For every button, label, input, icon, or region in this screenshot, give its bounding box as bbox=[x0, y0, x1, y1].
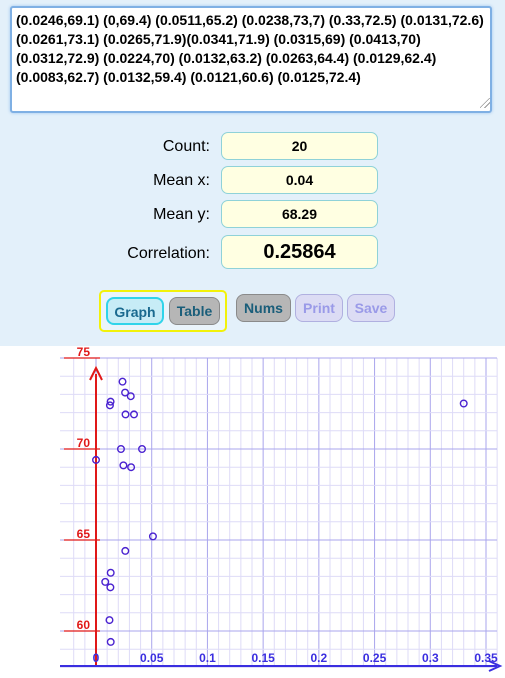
data-point bbox=[106, 583, 115, 592]
data-point bbox=[106, 397, 115, 406]
graph-button[interactable]: Graph bbox=[106, 297, 164, 325]
table-button[interactable]: Table bbox=[169, 297, 220, 325]
y-tick-label: 70 bbox=[77, 436, 91, 450]
data-point bbox=[129, 410, 138, 419]
control-panel: (0.0246,69.1) (0,69.4) (0.0511,65.2) (0.… bbox=[0, 0, 505, 346]
data-point bbox=[105, 616, 114, 625]
data-point bbox=[101, 577, 110, 586]
data-point bbox=[116, 444, 125, 453]
tick-labels: 60 65 70 75 0 0.05 0.1 0.15 0.2 0.25 0.3 0.35 bbox=[77, 346, 498, 665]
data-point bbox=[91, 455, 100, 464]
y-tick-label: 65 bbox=[77, 527, 91, 541]
plot-axes bbox=[60, 357, 503, 672]
mean-y-label: Mean y: bbox=[153, 206, 210, 223]
x-axis-arrow-icon bbox=[488, 660, 503, 672]
data-point bbox=[127, 463, 136, 472]
data-point bbox=[121, 388, 130, 397]
data-point bbox=[121, 546, 130, 555]
x-tick-label: 0.15 bbox=[251, 651, 275, 665]
x-tick-label: 0.2 bbox=[311, 651, 328, 665]
x-tick-label: 0.05 bbox=[140, 651, 164, 665]
data-point bbox=[459, 399, 468, 408]
data-point bbox=[106, 637, 115, 646]
x-tick-label: 0.1 bbox=[199, 651, 216, 665]
x-tick-label: 0.3 bbox=[422, 651, 439, 665]
data-points bbox=[91, 377, 468, 646]
correlation-value: 0.25864 bbox=[221, 235, 378, 269]
data-point bbox=[121, 410, 130, 419]
x-tick-label: 0 bbox=[93, 651, 100, 665]
print-button[interactable]: Print bbox=[295, 294, 343, 322]
nums-button[interactable]: Nums bbox=[236, 294, 291, 322]
y-tick-label: 60 bbox=[77, 618, 91, 632]
x-tick-label: 0.35 bbox=[474, 651, 498, 665]
data-input[interactable]: (0.0246,69.1) (0,69.4) (0.0511,65.2) (0.… bbox=[10, 6, 492, 113]
count-label: Count: bbox=[162, 138, 210, 155]
scatter-plot: 60 65 70 75 0 0.05 0.1 0.15 0.2 0.25 0.3 0.35 bbox=[60, 346, 503, 672]
x-tick-label: 0.25 bbox=[363, 651, 387, 665]
data-point bbox=[106, 568, 115, 577]
data-point bbox=[138, 444, 147, 453]
count-value: 20 bbox=[221, 132, 378, 160]
mean-y-value: 68.29 bbox=[221, 200, 378, 228]
y-tick-label: 75 bbox=[77, 346, 91, 359]
data-point bbox=[148, 532, 157, 541]
data-point bbox=[119, 461, 128, 470]
resize-grip-icon[interactable] bbox=[480, 98, 490, 108]
data-point bbox=[126, 392, 135, 401]
plot-grid bbox=[60, 357, 498, 668]
data-point bbox=[118, 377, 127, 386]
data-point bbox=[105, 401, 114, 410]
mean-x-value: 0.04 bbox=[221, 166, 378, 194]
y-axis-arrow-icon bbox=[89, 365, 103, 381]
mean-x-label: Mean x: bbox=[153, 172, 210, 189]
correlation-label: Correlation: bbox=[127, 245, 210, 262]
save-button[interactable]: Save bbox=[347, 294, 395, 322]
